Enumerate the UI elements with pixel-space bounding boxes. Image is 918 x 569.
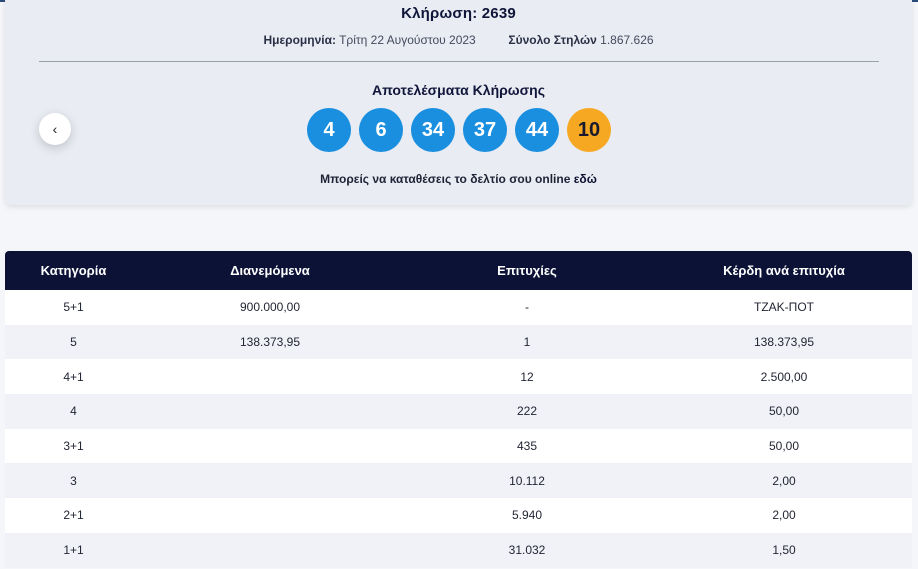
cell-prize: 1,50	[772, 543, 796, 558]
cell-distributed	[142, 533, 398, 568]
cell-category: 3+1	[63, 439, 84, 454]
table-row: 1+1 31.032 1,50	[5, 532, 912, 568]
cell-distributed: 900.000,00	[239, 300, 301, 315]
number-ball: 34	[411, 108, 455, 152]
header-winners: Επιτυχίες	[497, 263, 557, 278]
divider	[39, 61, 879, 62]
online-bet-label: Μπορείς να καταθέσεις το δελτίο σου onli…	[320, 172, 571, 186]
table-row: 3+1 435 50,00	[5, 428, 912, 464]
header-distributed: Διανεμόμενα	[230, 263, 310, 278]
cell-winners: 5.940	[511, 508, 543, 523]
cell-category: 4	[70, 404, 77, 419]
results-title: Αποτελέσματα Κλήρωσης	[371, 82, 546, 98]
cell-category: 3	[70, 473, 77, 488]
cell-distributed	[142, 498, 398, 533]
date-value: Τρίτη 22 Αυγούστου 2023	[339, 33, 476, 47]
cell-prize: 50,00	[768, 404, 800, 419]
cell-distributed: 138.373,95	[239, 335, 301, 350]
cell-prize: 2,00	[772, 508, 796, 523]
date-label: Ημερομηνία:	[263, 33, 336, 47]
cell-distributed	[142, 394, 398, 429]
previous-draw-button[interactable]: ‹	[39, 113, 71, 145]
cell-winners: 1	[523, 335, 531, 350]
chevron-left-icon: ‹	[52, 121, 58, 137]
cell-category: 2+1	[63, 508, 84, 523]
draw-title: Κλήρωση: 2639	[401, 5, 516, 22]
header-prize-per-winner: Κέρδη ανά επιτυχία	[723, 263, 845, 278]
cell-prize: 138.373,95	[753, 335, 815, 350]
cell-winners: 31.032	[508, 543, 546, 558]
table-row: 5+1 900.000,00 - ΤΖΑΚ-ΠΟΤ	[5, 290, 912, 325]
columns-label: Σύνολο Στηλών	[508, 33, 597, 47]
table-row: 3 10.112 2,00	[5, 463, 912, 499]
cell-category: 5+1	[63, 300, 84, 315]
number-ball: 6	[359, 108, 403, 152]
number-ball: 4	[307, 108, 351, 152]
number-ball: 37	[463, 108, 507, 152]
prize-table-container: Κατηγορία Διανεμόμενα Επιτυχίες Κέρδη αν…	[5, 251, 912, 568]
cell-category: 1+1	[63, 543, 84, 558]
cell-winners: 12	[520, 369, 534, 384]
table-header-row: Κατηγορία Διανεμόμενα Επιτυχίες Κέρδη αν…	[5, 251, 912, 290]
header-category: Κατηγορία	[40, 263, 107, 278]
draw-card: Κλήρωση: 2639 Ημερομηνία: Τρίτη 22 Αυγού…	[5, 0, 912, 205]
table-row: 4+1 12 2.500,00	[5, 359, 912, 395]
cell-prize: 2.500,00	[760, 369, 808, 384]
cell-distributed	[142, 429, 398, 464]
cell-winners: -	[525, 300, 529, 315]
cell-category: 5	[70, 335, 77, 350]
table-row: 2+1 5.940 2,00	[5, 498, 912, 533]
table-row: 4 222 50,00	[5, 394, 912, 429]
cell-winners: 10.112	[509, 473, 545, 488]
online-bet-text: Μπορείς να καταθέσεις το δελτίο σου onli…	[5, 172, 912, 186]
cell-winners: 222	[516, 404, 538, 419]
cell-prize: ΤΖΑΚ-ΠΟΤ	[754, 300, 814, 315]
prize-table: Κατηγορία Διανεμόμενα Επιτυχίες Κέρδη αν…	[5, 251, 912, 568]
cell-prize: 50,00	[768, 439, 800, 454]
table-row: 5 138.373,95 1 138.373,95	[5, 324, 912, 360]
winning-numbers: 4 6 34 37 44 10	[307, 108, 611, 152]
cell-prize: 2,00	[772, 473, 796, 488]
number-ball: 44	[515, 108, 559, 152]
draw-meta: Ημερομηνία: Τρίτη 22 Αυγούστου 2023 Σύνο…	[5, 33, 912, 47]
online-bet-link[interactable]: εδώ	[573, 172, 597, 186]
cell-category: 4+1	[63, 369, 84, 384]
joker-ball: 10	[567, 108, 611, 152]
cell-distributed	[142, 359, 398, 394]
columns-value: 1.867.626	[600, 33, 654, 47]
cell-winners: 435	[516, 439, 538, 454]
cell-distributed	[142, 463, 398, 498]
